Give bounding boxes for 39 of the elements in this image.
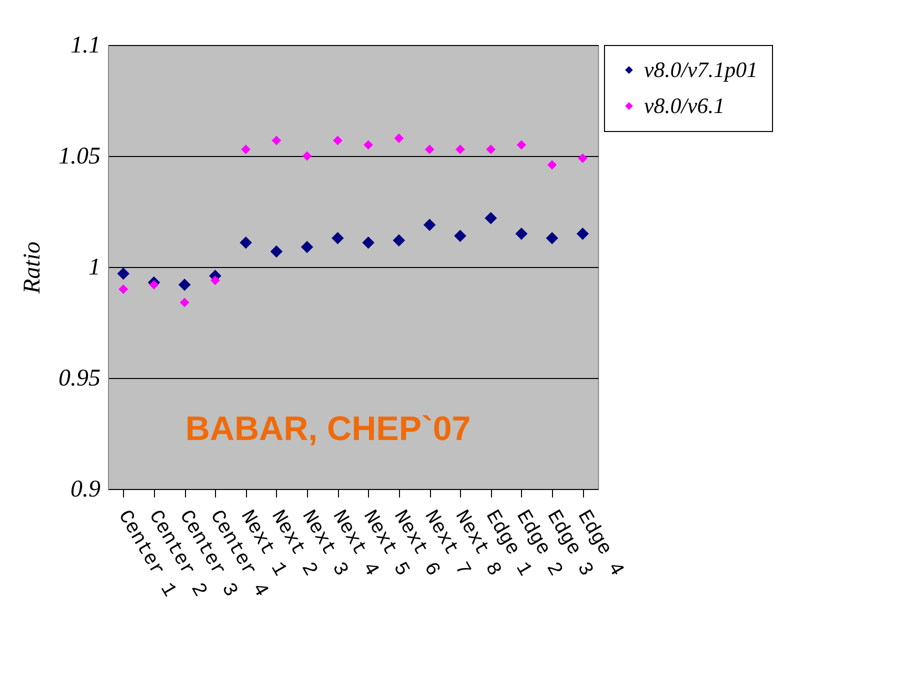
point bbox=[576, 228, 589, 240]
point bbox=[270, 245, 283, 258]
legend-label: v8.0/v7.1p01 bbox=[644, 57, 758, 82]
point bbox=[362, 236, 374, 249]
legend-label: v8.0/v6.1 bbox=[644, 93, 725, 118]
point bbox=[178, 278, 191, 291]
point bbox=[240, 236, 252, 249]
point bbox=[455, 144, 465, 154]
point bbox=[484, 212, 497, 224]
point bbox=[180, 298, 190, 308]
point bbox=[578, 153, 588, 163]
annotation: BABAR, CHEP`07 bbox=[185, 410, 471, 448]
point bbox=[118, 284, 128, 294]
y-axis-title: Ratio bbox=[20, 242, 46, 294]
point bbox=[272, 136, 282, 146]
point bbox=[546, 232, 558, 244]
point bbox=[210, 276, 220, 286]
y-tick-label: 1.05 bbox=[58, 144, 100, 170]
point bbox=[302, 151, 312, 161]
point bbox=[454, 230, 466, 242]
point bbox=[332, 136, 342, 146]
point bbox=[424, 144, 434, 154]
y-tick-label: 0.9 bbox=[70, 476, 100, 502]
point bbox=[515, 228, 528, 240]
point bbox=[241, 144, 251, 154]
point bbox=[149, 280, 159, 290]
point bbox=[332, 232, 344, 244]
point bbox=[486, 144, 496, 154]
point bbox=[300, 240, 314, 254]
point bbox=[516, 140, 526, 150]
y-tick-label: 1 bbox=[88, 254, 100, 280]
y-tick-label: 0.95 bbox=[58, 366, 100, 392]
point bbox=[364, 140, 374, 150]
point bbox=[547, 160, 557, 170]
y-tick-label: 1.1 bbox=[70, 32, 100, 58]
point bbox=[117, 268, 130, 280]
point bbox=[423, 218, 436, 231]
point bbox=[392, 234, 406, 246]
point bbox=[394, 133, 404, 143]
